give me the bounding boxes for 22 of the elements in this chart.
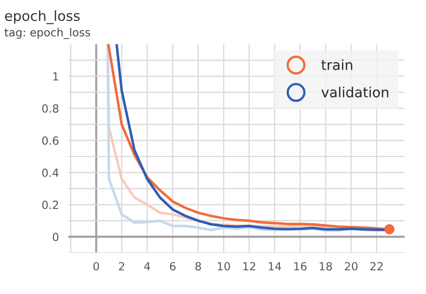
chart-subtitle: tag: epoch_loss xyxy=(4,28,90,39)
x-tick-label: 2 xyxy=(118,262,124,270)
x-tick-label: 10 xyxy=(218,262,230,270)
y-tick-label: 0 xyxy=(52,232,58,242)
y-tick-label: 0.4 xyxy=(42,168,59,177)
x-tick-label: 18 xyxy=(320,262,332,270)
x-tick-label: 6 xyxy=(170,262,176,270)
x-tick-label: 0 xyxy=(93,262,99,270)
x-tick-label: 14 xyxy=(268,262,282,270)
x-tick-label: 4 xyxy=(144,262,150,270)
x-tick-label: 22 xyxy=(370,262,383,270)
x-tick-label: 16 xyxy=(294,262,307,270)
y-tick-label: 1 xyxy=(53,72,58,80)
chart-title: epoch_loss xyxy=(5,10,80,24)
x-tick-label: 12 xyxy=(243,262,256,270)
y-tick-label: 0.2 xyxy=(42,200,58,210)
y-tick-label: 0.8 xyxy=(42,104,58,113)
x-tick-label: 8 xyxy=(195,262,201,270)
legend-label: train xyxy=(321,59,352,70)
legend-label: validation xyxy=(321,86,388,98)
y-tick-label: 0.6 xyxy=(42,136,58,145)
x-tick-label: 20 xyxy=(344,262,358,270)
